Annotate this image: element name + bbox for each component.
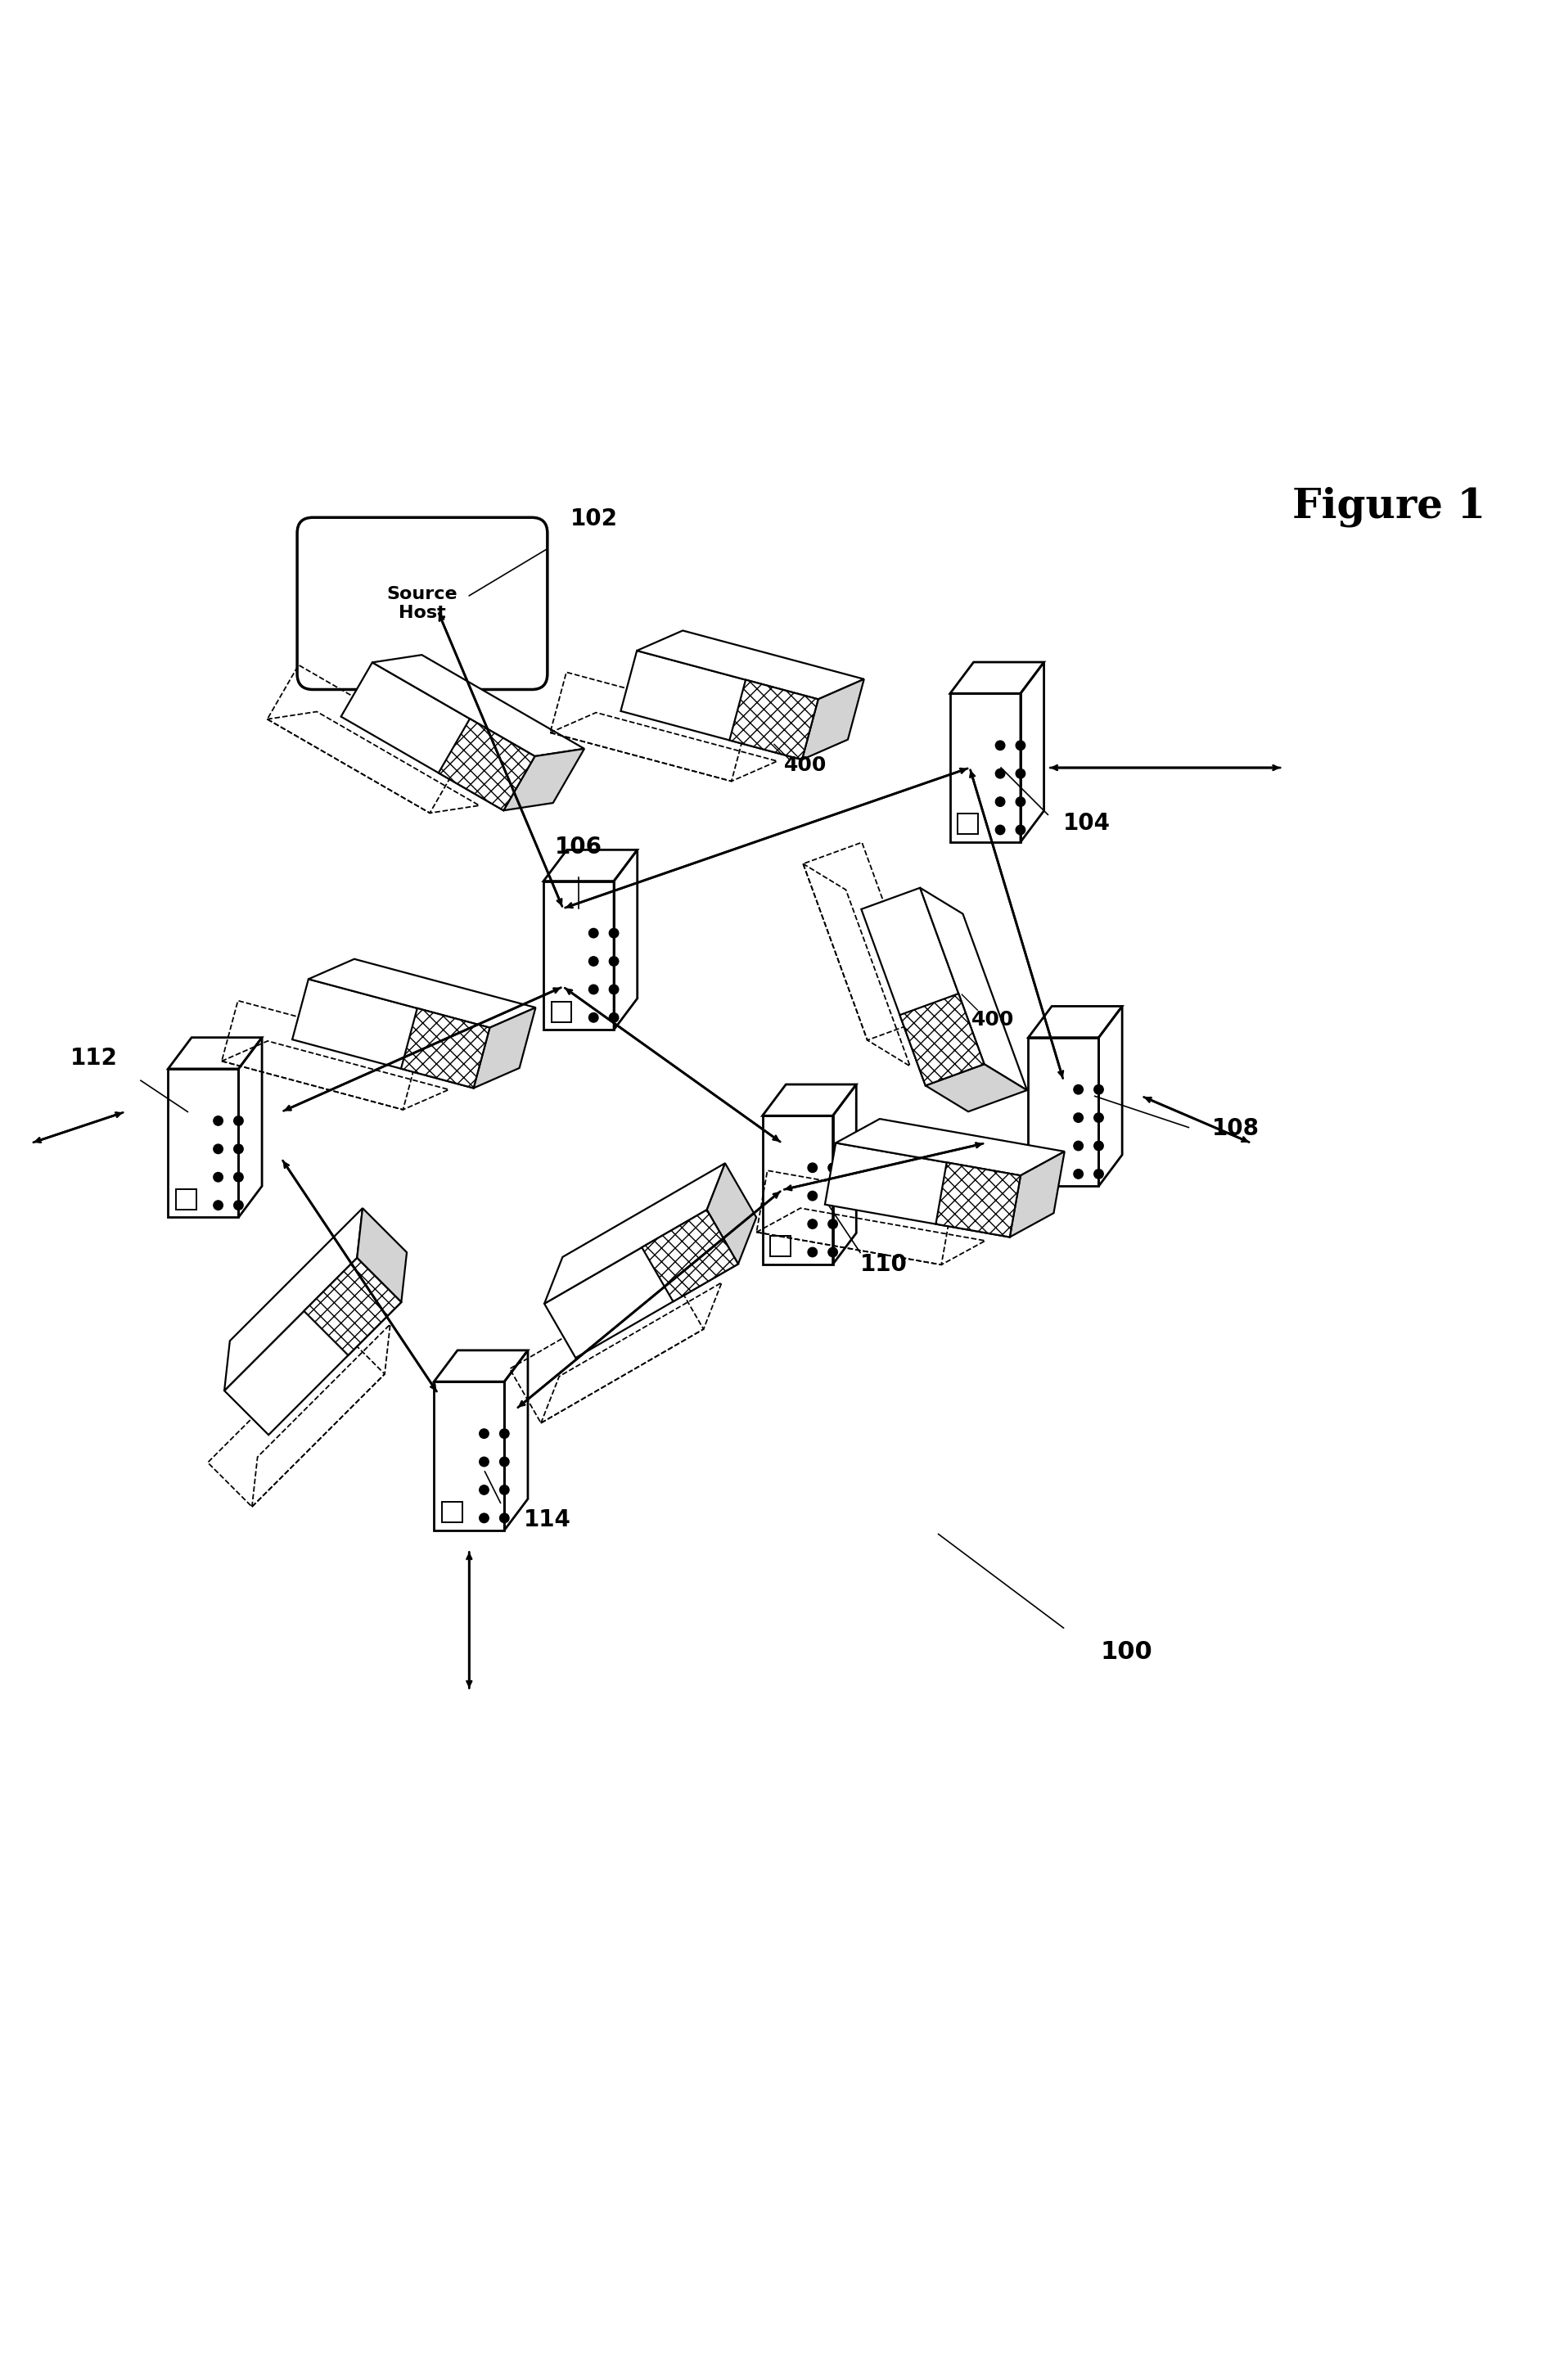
Circle shape bbox=[829, 1219, 838, 1228]
Text: 114: 114 bbox=[524, 1509, 571, 1530]
Circle shape bbox=[1095, 1085, 1104, 1095]
Polygon shape bbox=[835, 1119, 1065, 1176]
Polygon shape bbox=[308, 959, 535, 1028]
Circle shape bbox=[807, 1219, 816, 1228]
Circle shape bbox=[807, 1247, 816, 1257]
Text: 400: 400 bbox=[971, 1009, 1015, 1031]
Circle shape bbox=[610, 985, 618, 995]
Circle shape bbox=[829, 1164, 838, 1173]
Circle shape bbox=[610, 1014, 618, 1023]
Circle shape bbox=[1074, 1140, 1084, 1150]
Circle shape bbox=[1017, 826, 1026, 835]
Polygon shape bbox=[544, 1209, 738, 1359]
Circle shape bbox=[996, 740, 1004, 750]
Circle shape bbox=[1095, 1114, 1104, 1123]
Polygon shape bbox=[641, 1209, 738, 1302]
Circle shape bbox=[500, 1457, 508, 1466]
Polygon shape bbox=[862, 888, 984, 1085]
Circle shape bbox=[588, 1014, 597, 1023]
Polygon shape bbox=[920, 888, 1028, 1090]
Polygon shape bbox=[224, 1209, 363, 1390]
Polygon shape bbox=[637, 631, 863, 700]
Circle shape bbox=[479, 1514, 488, 1523]
Text: Source
Host: Source Host bbox=[386, 585, 458, 621]
Polygon shape bbox=[474, 1007, 535, 1088]
Polygon shape bbox=[935, 1161, 1021, 1238]
Circle shape bbox=[1074, 1169, 1084, 1178]
Circle shape bbox=[213, 1173, 224, 1183]
Polygon shape bbox=[292, 978, 490, 1088]
Circle shape bbox=[1074, 1085, 1084, 1095]
Polygon shape bbox=[729, 681, 818, 759]
Circle shape bbox=[213, 1200, 224, 1209]
Circle shape bbox=[479, 1428, 488, 1438]
Text: 108: 108 bbox=[1212, 1116, 1259, 1140]
Polygon shape bbox=[707, 1164, 757, 1264]
Circle shape bbox=[829, 1247, 838, 1257]
Circle shape bbox=[807, 1190, 816, 1200]
Circle shape bbox=[1095, 1169, 1104, 1178]
Text: 400: 400 bbox=[784, 754, 827, 776]
Circle shape bbox=[610, 957, 618, 966]
Polygon shape bbox=[504, 750, 585, 812]
Polygon shape bbox=[341, 662, 535, 812]
Circle shape bbox=[235, 1200, 244, 1209]
Polygon shape bbox=[899, 992, 984, 1085]
Circle shape bbox=[610, 928, 618, 938]
Circle shape bbox=[479, 1457, 488, 1466]
Circle shape bbox=[829, 1190, 838, 1200]
Circle shape bbox=[996, 826, 1004, 835]
Circle shape bbox=[588, 957, 597, 966]
Text: 104: 104 bbox=[1064, 812, 1110, 835]
Polygon shape bbox=[802, 678, 863, 759]
Circle shape bbox=[996, 797, 1004, 807]
Polygon shape bbox=[357, 1209, 407, 1302]
Circle shape bbox=[996, 769, 1004, 778]
Circle shape bbox=[1074, 1114, 1084, 1123]
Circle shape bbox=[479, 1485, 488, 1495]
Circle shape bbox=[235, 1145, 244, 1154]
Circle shape bbox=[588, 985, 597, 995]
Circle shape bbox=[807, 1164, 816, 1173]
Circle shape bbox=[500, 1428, 508, 1438]
Text: 106: 106 bbox=[555, 835, 602, 859]
Circle shape bbox=[235, 1173, 244, 1183]
Polygon shape bbox=[438, 719, 535, 812]
Polygon shape bbox=[303, 1259, 402, 1354]
Text: 110: 110 bbox=[860, 1254, 907, 1276]
Polygon shape bbox=[372, 654, 585, 757]
Circle shape bbox=[1095, 1140, 1104, 1150]
Polygon shape bbox=[544, 1164, 726, 1304]
Circle shape bbox=[500, 1485, 508, 1495]
Circle shape bbox=[235, 1116, 244, 1126]
Text: 102: 102 bbox=[571, 507, 618, 531]
Polygon shape bbox=[1010, 1152, 1065, 1238]
Circle shape bbox=[213, 1145, 224, 1154]
FancyBboxPatch shape bbox=[297, 516, 547, 690]
Circle shape bbox=[213, 1116, 224, 1126]
Polygon shape bbox=[621, 650, 818, 759]
Text: 100: 100 bbox=[1099, 1640, 1153, 1664]
Text: Figure 1: Figure 1 bbox=[1292, 486, 1486, 526]
Circle shape bbox=[1017, 740, 1026, 750]
Polygon shape bbox=[400, 1009, 490, 1088]
Circle shape bbox=[1017, 769, 1026, 778]
Polygon shape bbox=[926, 1064, 1028, 1111]
Text: 112: 112 bbox=[70, 1047, 117, 1069]
Polygon shape bbox=[224, 1259, 402, 1435]
Polygon shape bbox=[824, 1142, 1021, 1238]
Circle shape bbox=[588, 928, 597, 938]
Circle shape bbox=[500, 1514, 508, 1523]
Circle shape bbox=[1017, 797, 1026, 807]
